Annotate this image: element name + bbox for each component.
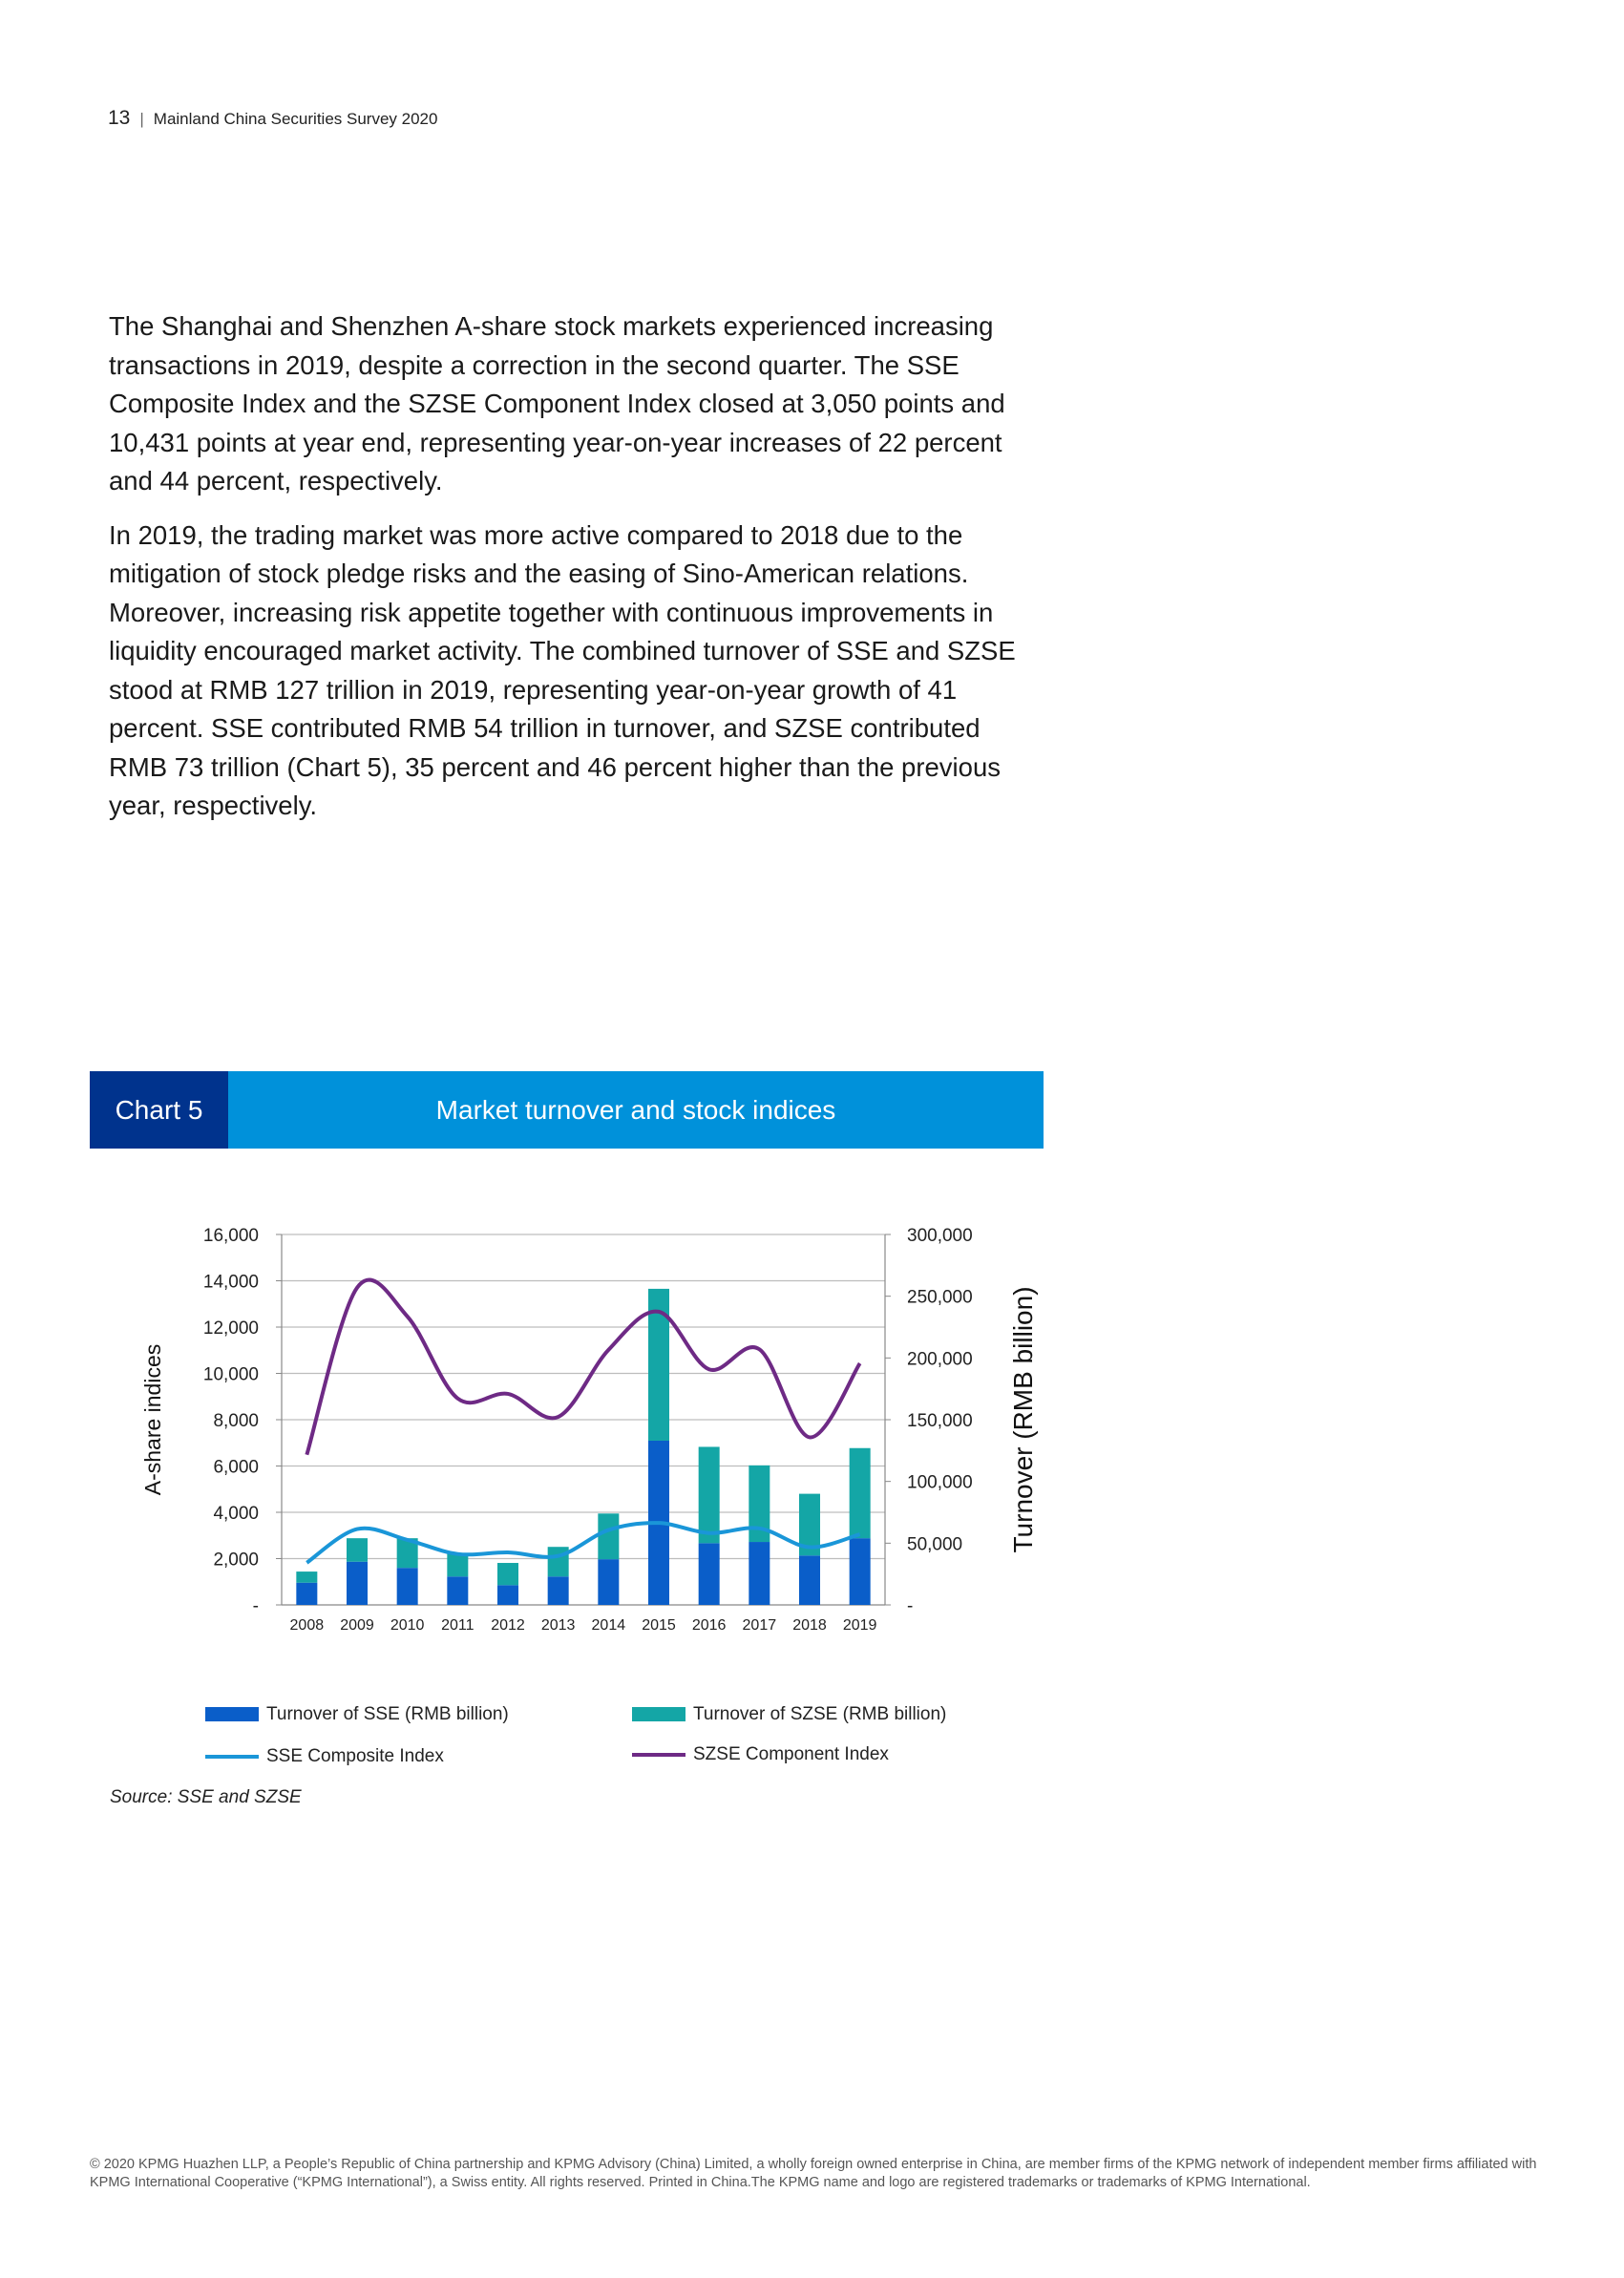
y-tick-label: 10,000 [203, 1365, 259, 1385]
x-tick-label: 2017 [743, 1617, 777, 1634]
body-text: The Shanghai and Shenzhen A-share stock … [109, 307, 1044, 841]
x-tick-label: 2015 [642, 1617, 676, 1634]
page-number: 13 [108, 107, 131, 129]
bar-szse-turnover [598, 1513, 620, 1560]
legend-label-sse-index: SSE Composite Index [266, 1746, 444, 1766]
bar-szse-turnover [296, 1571, 318, 1583]
y-tick-label: 4,000 [213, 1504, 259, 1524]
bar-szse-turnover [396, 1538, 418, 1569]
bar-sse-turnover [849, 1538, 871, 1605]
y-tick-label: - [253, 1596, 259, 1616]
bar-sse-turnover [497, 1585, 518, 1605]
y2-tick-label: 150,000 [907, 1411, 973, 1431]
y2-tick-label: 100,000 [907, 1473, 973, 1493]
bar-sse-turnover [347, 1561, 368, 1605]
line-szse-component-index [305, 1277, 862, 1456]
bar-szse-turnover [799, 1493, 820, 1556]
legend-swatch-szse-index [632, 1752, 685, 1757]
legend-label-sse-turnover: Turnover of SSE (RMB billion) [266, 1704, 509, 1724]
legend-label-szse-turnover: Turnover of SZSE (RMB billion) [693, 1704, 947, 1724]
bar-szse-turnover [447, 1552, 469, 1577]
chart-source: Source: SSE and SZSE [110, 1787, 302, 1807]
y-tick-label: 2,000 [213, 1550, 259, 1571]
chart-number: Chart 5 [90, 1071, 228, 1149]
bar-szse-turnover [698, 1446, 720, 1544]
x-tick-label: 2011 [441, 1617, 475, 1634]
legend-item-sse-turnover: Turnover of SSE (RMB billion) [205, 1704, 509, 1725]
y-tick-label: 14,000 [203, 1273, 259, 1293]
y-axis-title: A-share indices [140, 1344, 165, 1496]
x-tick-label: 2009 [340, 1617, 374, 1634]
legend-swatch-sse-index [205, 1754, 259, 1759]
bar-sse-turnover [547, 1576, 569, 1605]
chart-title: Market turnover and stock indices [228, 1071, 1044, 1149]
y-tick-label: 12,000 [203, 1318, 259, 1339]
legend-label-szse-index: SZSE Component Index [693, 1744, 889, 1764]
bar-sse-turnover [447, 1576, 469, 1605]
y-tick-label: 16,000 [203, 1226, 259, 1246]
bar-sse-turnover [296, 1582, 318, 1605]
legend-item-sse-index: SSE Composite Index [205, 1746, 444, 1767]
line-sse-composite-index [306, 1521, 861, 1565]
bar-szse-turnover [497, 1563, 518, 1586]
y-tick-label: 8,000 [213, 1411, 259, 1431]
header-separator: | [139, 110, 144, 128]
bar-sse-turnover [396, 1568, 418, 1605]
turnover-indices-chart: - 2,000 4,000 6,000 8,000 10,000 12,000 14,000 1… [140, 1226, 1038, 1634]
paragraph-1: The Shanghai and Shenzhen A-share stock … [109, 311, 1005, 496]
x-tick-label: 2012 [491, 1617, 525, 1634]
bar-sse-turnover [698, 1543, 720, 1605]
y2-tick-label: - [907, 1596, 913, 1616]
copyright-footer: © 2020 KPMG Huazhen LLP, a People’s Repu… [90, 2157, 1537, 2190]
y2-axis-title: Turnover (RMB billion) [1008, 1286, 1038, 1552]
x-tick-label: 2019 [843, 1617, 877, 1634]
x-tick-label: 2013 [541, 1617, 576, 1634]
bar-szse-turnover [347, 1538, 368, 1562]
y-tick-label: 6,000 [213, 1458, 259, 1478]
paragraph-2: In 2019, the trading market was more act… [109, 519, 1016, 821]
bar-szse-turnover [849, 1447, 871, 1539]
x-tick-label: 2016 [692, 1617, 727, 1634]
legend-item-szse-index: SZSE Component Index [632, 1744, 889, 1765]
legend-swatch-szse-turnover [632, 1707, 685, 1722]
document-title: Mainland China Securities Survey 2020 [153, 110, 438, 128]
legend-swatch-sse-turnover [205, 1707, 259, 1722]
chart-banner: Chart 5 Market turnover and stock indice… [90, 1071, 1044, 1149]
y2-tick-label: 250,000 [907, 1288, 973, 1308]
y2-tick-label: 200,000 [907, 1349, 973, 1369]
legend-item-szse-turnover: Turnover of SZSE (RMB billion) [632, 1704, 946, 1725]
bar-sse-turnover [749, 1542, 770, 1605]
x-tick-label: 2018 [792, 1617, 827, 1634]
bar-sse-turnover [598, 1559, 620, 1605]
x-tick-label: 2010 [390, 1617, 425, 1634]
bar-sse-turnover [799, 1555, 820, 1605]
x-tick-label: 2014 [592, 1617, 626, 1634]
y2-tick-label: 300,000 [907, 1226, 973, 1246]
x-tick-label: 2008 [290, 1617, 325, 1634]
bar-szse-turnover [648, 1288, 669, 1441]
page-header: 13 | Mainland China Securities Survey 2020 [108, 107, 437, 130]
bar-szse-turnover [749, 1465, 770, 1543]
y2-tick-label: 50,000 [907, 1534, 962, 1554]
